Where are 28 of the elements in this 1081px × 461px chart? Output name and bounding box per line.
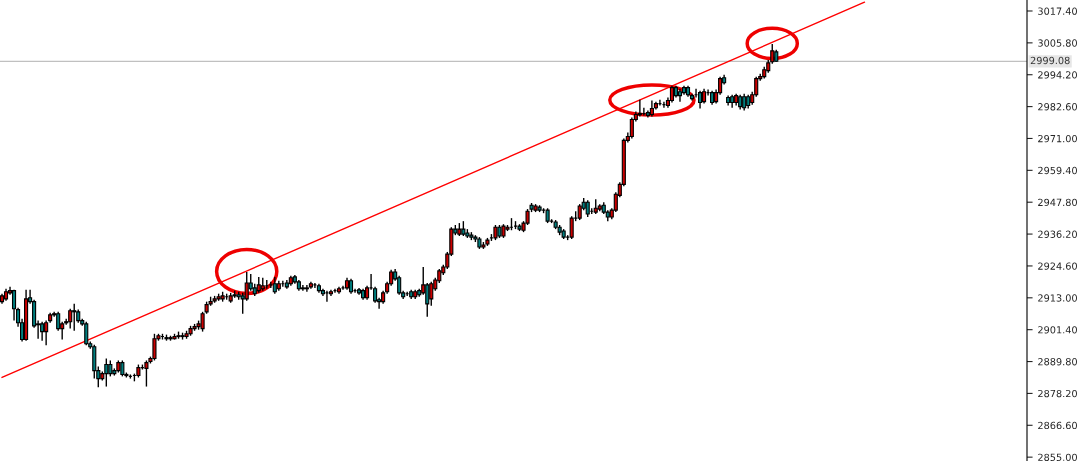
- candlestick: [92, 344, 97, 380]
- y-tick-label: 3017.40: [1038, 7, 1077, 15]
- y-tick-label: 2901.40: [1038, 326, 1077, 334]
- candlestick: [68, 308, 73, 330]
- candlestick: [569, 215, 574, 240]
- y-tick-label: 2924.60: [1038, 262, 1077, 270]
- y-tick-label: 2855.00: [1038, 453, 1077, 461]
- candlestick: [144, 359, 149, 388]
- y-tick-label: 2936.20: [1038, 230, 1077, 238]
- y-tick-label: 2889.80: [1038, 358, 1077, 366]
- candlestick: [629, 116, 634, 140]
- y-tick-label: 2866.60: [1038, 421, 1077, 430]
- candlestick: [84, 321, 89, 347]
- candlestick: [40, 321, 45, 342]
- y-tick-label: 2982.60: [1038, 103, 1077, 111]
- y-tick-label: 2994.20: [1038, 71, 1077, 79]
- y-tick-label: 2971.00: [1038, 134, 1077, 143]
- candlestick: [637, 99, 642, 118]
- y-tick-label: 2959.40: [1038, 166, 1077, 175]
- candlestick: [304, 284, 309, 293]
- y-tick-label: 2913.00: [1038, 294, 1077, 302]
- candlestick: [300, 284, 305, 292]
- y-tick-label: 2878.20: [1038, 389, 1077, 398]
- y-tick-label: 2947.80: [1038, 198, 1077, 207]
- candlestick: [244, 271, 249, 302]
- candlestick: [152, 333, 157, 362]
- y-tick-label: 3005.80: [1038, 39, 1077, 47]
- ref-line-label: 2999.08: [1030, 56, 1070, 65]
